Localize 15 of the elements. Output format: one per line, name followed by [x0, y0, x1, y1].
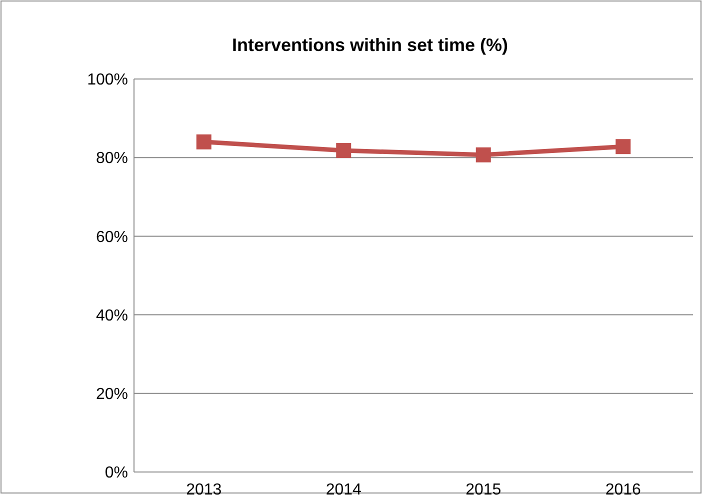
x-tick-label: 2016	[605, 482, 642, 499]
x-tick-label: 2015	[466, 482, 502, 499]
y-tick-label: 0%	[104, 464, 128, 482]
x-tick-label: 2013	[186, 482, 222, 499]
x-tick-label: 2014	[326, 482, 362, 499]
y-tick-label: 40%	[96, 307, 128, 324]
y-tick-label: 100%	[87, 72, 128, 89]
chart-title: Interventions within set time (%)	[232, 35, 508, 55]
point	[196, 134, 212, 150]
y-tick-label: 20%	[96, 386, 128, 403]
point	[476, 147, 491, 162]
y-tick-label: 60%	[96, 228, 128, 246]
point	[616, 139, 631, 154]
y-tick-label: 80%	[96, 150, 128, 168]
point	[336, 143, 352, 158]
